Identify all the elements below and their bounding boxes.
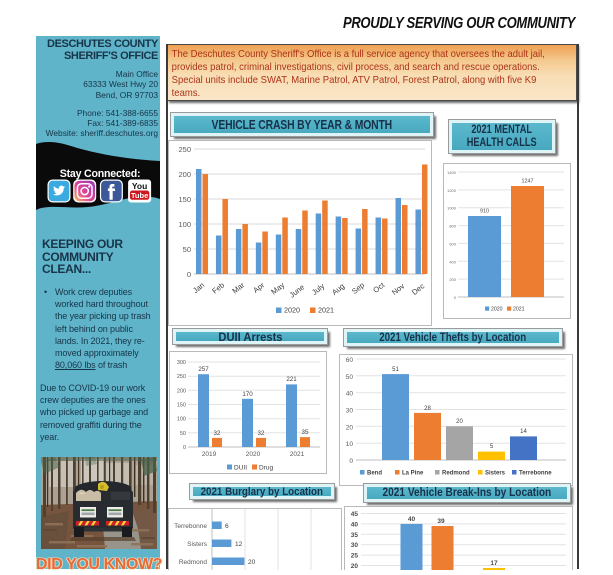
svg-text:July: July <box>310 281 326 297</box>
svg-text:1400: 1400 <box>447 170 457 175</box>
svg-text:Nov: Nov <box>390 281 406 297</box>
svg-text:51: 51 <box>392 367 399 373</box>
svg-text:221: 221 <box>286 376 297 383</box>
svg-text:17: 17 <box>490 560 498 567</box>
svg-text:30: 30 <box>346 408 354 415</box>
svg-text:257: 257 <box>198 366 209 373</box>
svg-text:20: 20 <box>248 559 256 566</box>
svg-text:250: 250 <box>178 145 191 154</box>
svg-text:40: 40 <box>346 391 354 398</box>
svg-text:39: 39 <box>437 518 445 525</box>
svg-text:2020: 2020 <box>246 451 261 458</box>
svg-text:Drug: Drug <box>259 465 273 472</box>
svg-text:Feb: Feb <box>210 280 226 295</box>
svg-text:2021: 2021 <box>513 307 525 313</box>
svg-text:0: 0 <box>187 270 191 279</box>
svg-text:2020: 2020 <box>284 306 300 315</box>
svg-text:800: 800 <box>449 224 456 229</box>
svg-text:28: 28 <box>424 406 431 412</box>
svg-text:Mar: Mar <box>230 280 246 295</box>
svg-text:5: 5 <box>490 444 494 450</box>
svg-text:200: 200 <box>177 388 186 394</box>
svg-text:910: 910 <box>480 209 489 215</box>
svg-text:Apr: Apr <box>251 280 266 295</box>
svg-text:20: 20 <box>346 424 354 431</box>
svg-text:200: 200 <box>178 170 191 179</box>
svg-text:1200: 1200 <box>447 188 457 193</box>
svg-text:150: 150 <box>178 195 191 204</box>
svg-text:0: 0 <box>183 445 186 451</box>
svg-text:170: 170 <box>242 391 253 398</box>
svg-text:600: 600 <box>449 241 456 246</box>
svg-text:300: 300 <box>177 360 186 366</box>
svg-text:6: 6 <box>225 523 229 530</box>
svg-text:10: 10 <box>346 441 354 448</box>
svg-text:35: 35 <box>302 429 309 436</box>
svg-text:20: 20 <box>351 563 359 570</box>
svg-text:Oct: Oct <box>371 280 387 295</box>
svg-text:400: 400 <box>449 259 456 264</box>
svg-text:2020: 2020 <box>491 307 503 313</box>
svg-text:20: 20 <box>456 419 463 425</box>
svg-text:50: 50 <box>180 431 186 437</box>
svg-text:2021: 2021 <box>318 306 334 315</box>
svg-text:Bend: Bend <box>367 471 382 477</box>
svg-text:100: 100 <box>177 417 186 423</box>
svg-text:Dec: Dec <box>410 281 426 297</box>
svg-text:1000: 1000 <box>447 206 457 211</box>
svg-text:2021: 2021 <box>290 451 305 458</box>
svg-text:32: 32 <box>258 430 265 437</box>
svg-text:200: 200 <box>449 277 456 282</box>
svg-text:Sep: Sep <box>350 280 366 295</box>
svg-text:Stay Connected:: Stay Connected: <box>60 168 141 180</box>
svg-text:12: 12 <box>235 541 243 548</box>
svg-text:La Pine: La Pine <box>402 471 424 477</box>
svg-text:2019: 2019 <box>202 451 217 458</box>
svg-text:Terrebonne: Terrebonne <box>174 523 207 530</box>
svg-text:60: 60 <box>346 357 354 364</box>
svg-text:45: 45 <box>351 511 359 518</box>
svg-text:150: 150 <box>177 403 186 409</box>
svg-text:32: 32 <box>214 430 221 437</box>
svg-text:50: 50 <box>183 245 191 254</box>
svg-text:50: 50 <box>346 374 354 381</box>
svg-text:Aug: Aug <box>330 281 346 296</box>
svg-text:0: 0 <box>349 458 353 465</box>
svg-text:100: 100 <box>178 220 191 229</box>
svg-text:Tube: Tube <box>131 191 148 200</box>
svg-text:Jan: Jan <box>191 280 206 295</box>
svg-text:You: You <box>132 181 147 191</box>
svg-text:40: 40 <box>351 521 359 528</box>
svg-text:25: 25 <box>351 553 359 560</box>
svg-text:0: 0 <box>454 295 457 300</box>
svg-text:June: June <box>288 282 307 299</box>
svg-text:Terrebonne: Terrebonne <box>519 471 552 477</box>
svg-text:1247: 1247 <box>522 179 534 185</box>
svg-text:40: 40 <box>408 516 416 523</box>
svg-text:Sisters: Sisters <box>187 541 208 548</box>
svg-text:35: 35 <box>351 532 359 539</box>
svg-text:250: 250 <box>177 374 186 380</box>
svg-text:May: May <box>269 280 286 296</box>
svg-text:14: 14 <box>520 429 527 435</box>
svg-text:Sisters: Sisters <box>485 471 506 477</box>
svg-text:30: 30 <box>351 542 359 549</box>
svg-text:Redmond: Redmond <box>442 471 470 477</box>
svg-text:Redmond: Redmond <box>179 559 208 566</box>
svg-text:DUII: DUII <box>234 465 247 472</box>
